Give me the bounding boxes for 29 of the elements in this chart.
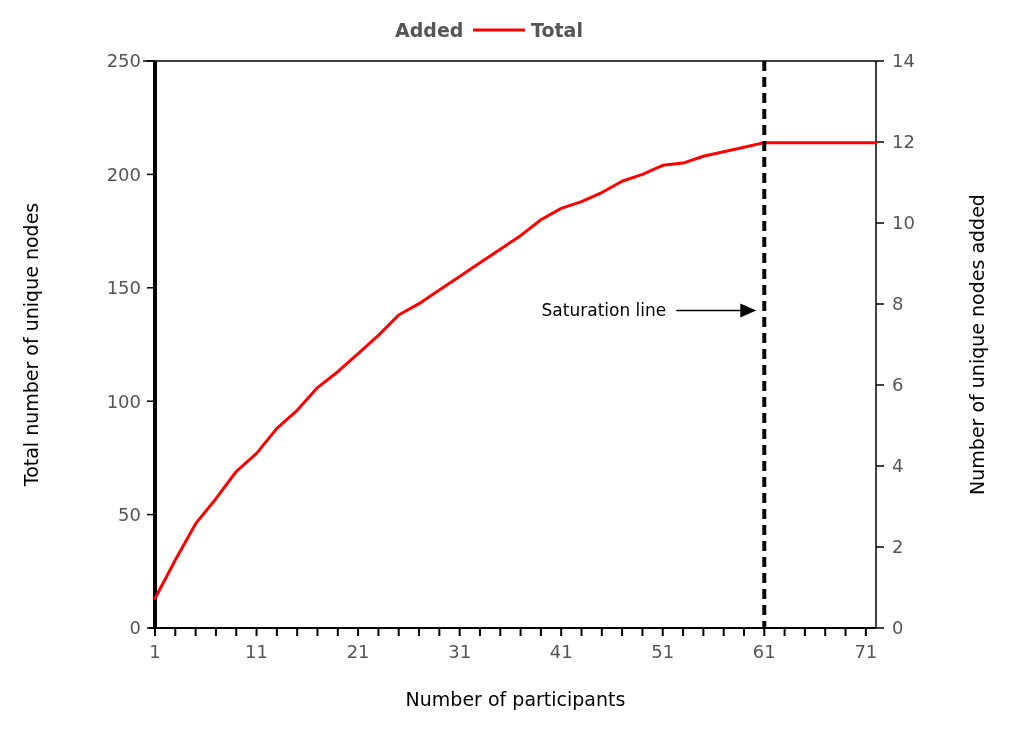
x-tick-label: 61 (752, 641, 776, 662)
line-series (153, 141, 878, 601)
y2-tick-label: 8 (892, 293, 904, 315)
text: Added (395, 18, 464, 41)
y2-axis-title: Number of unique nodes added (966, 194, 988, 495)
x-tick-label: 31 (448, 641, 472, 662)
x-tick-label: 21 (346, 641, 370, 662)
y2-tick-label: 4 (892, 455, 904, 477)
x-tick-label: 71 (854, 641, 878, 662)
x-tick-label: 51 (651, 641, 675, 662)
x-tick-label: 41 (549, 641, 573, 662)
y2-tick-label: 12 (892, 131, 915, 153)
x-tick-label: 11 (245, 641, 268, 662)
y2-tick-label: 6 (892, 374, 904, 396)
y2-tick-label: 14 (892, 50, 915, 72)
y2-tick-label: 0 (892, 617, 904, 639)
y-tick-label: 0 (129, 617, 141, 639)
annotation: Saturation line (541, 300, 667, 321)
y-tick-label: 150 (106, 277, 141, 299)
x-axis-title: Number of participants (405, 688, 626, 710)
y2-tick-label: 2 (892, 536, 904, 558)
y-tick-label: 250 (106, 50, 141, 72)
y-axis-title: Total number of unique nodes (20, 202, 42, 488)
y-tick-label: 50 (118, 503, 141, 525)
x-tick-label: 1 (149, 641, 161, 662)
y-tick-label: 100 (106, 390, 141, 412)
y2-tick-label: 10 (892, 212, 915, 234)
legend-label: Total (531, 18, 583, 41)
y-tick-label: 200 (106, 163, 141, 185)
